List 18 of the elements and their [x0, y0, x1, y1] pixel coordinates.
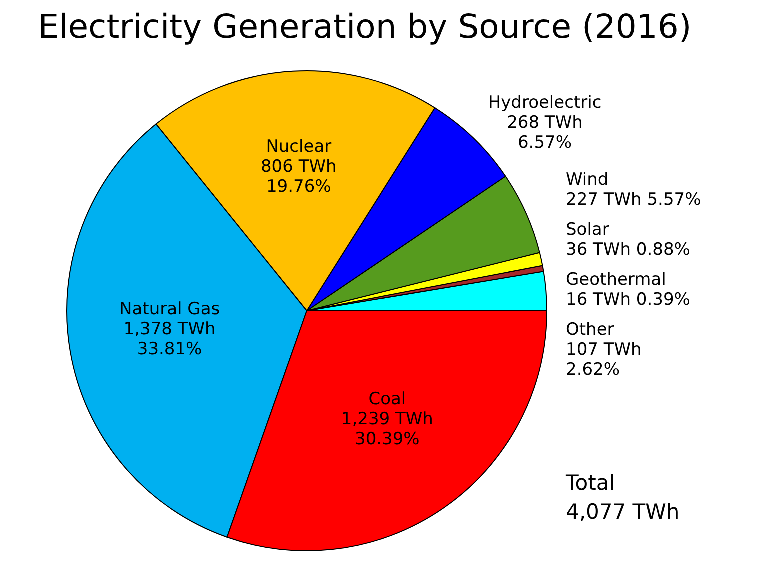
data-label: 107 TWh 2.62%: [566, 340, 642, 380]
chart-title: Electricity Generation by Source (2016): [38, 7, 692, 46]
slice-label: Hydroelectric: [488, 93, 602, 113]
data-label: 16 TWh 0.39%: [566, 290, 690, 310]
slice-label: Coal: [368, 390, 406, 410]
data-label: 268 TWh 6.57%: [507, 113, 583, 153]
slice-label: Other: [566, 320, 614, 340]
data-label: 806 TWh 19.76%: [260, 157, 337, 198]
slice-label: Nuclear: [266, 137, 332, 158]
data-label: 227 TWh 5.57%: [566, 190, 702, 210]
slice-label: Natural Gas: [120, 300, 220, 320]
data-label: 1,378 TWh 33.81%: [124, 320, 216, 360]
text: Total 4,077 TWh: [565, 471, 680, 524]
data-label: 36 TWh 0.88%: [566, 240, 690, 260]
slice-label: Solar: [566, 220, 610, 240]
data-label: 1,239 TWh 30.39%: [341, 410, 434, 450]
slice-label: Wind: [566, 170, 609, 190]
slice-label: Geothermal: [566, 270, 666, 290]
